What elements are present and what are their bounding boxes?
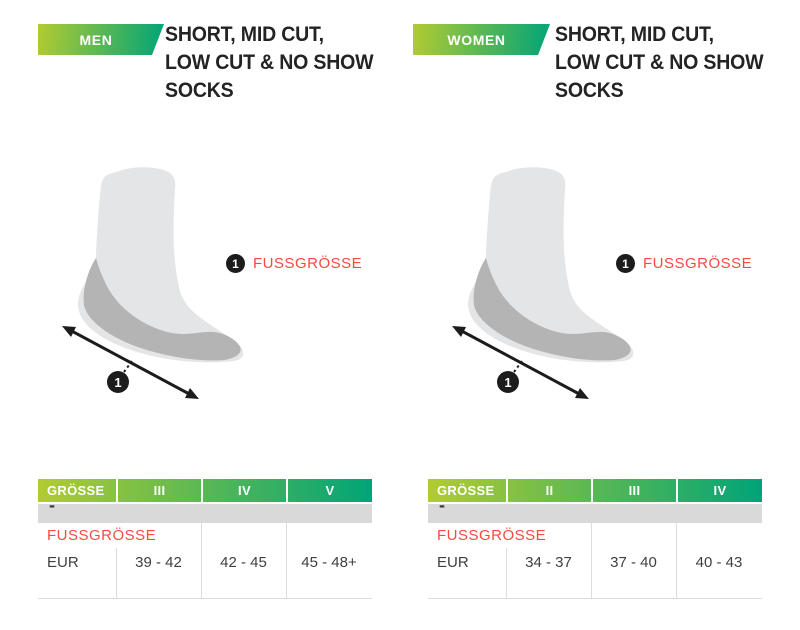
column-divider: [676, 523, 677, 598]
size-value: 42 - 45: [220, 553, 267, 571]
dimension-legend: 1 FUSSGRÖSSE: [616, 254, 752, 273]
sock-measurement-illustration: 1: [452, 167, 634, 399]
measure-arrowhead-left: [452, 326, 466, 337]
title-line: LOW CUT & NO SHOW: [165, 51, 374, 74]
size-table-header: GRÖSSE II III IV: [428, 479, 762, 502]
sock-measurement-illustration: 1: [62, 167, 244, 399]
column-divider: [591, 523, 592, 598]
marker-dotted-connector: [123, 360, 133, 373]
size-table-header: GRÖSSE III IV V: [38, 479, 372, 502]
header-cell-groesse: GRÖSSE: [437, 483, 495, 498]
gender-badge-men: MEN: [38, 24, 164, 55]
title-line: SHORT, MID CUT,: [165, 23, 324, 46]
column-divider: [506, 548, 507, 598]
size-value: 40 - 43: [695, 553, 743, 571]
title-line: LOW CUT & NO SHOW: [555, 51, 764, 74]
column-divider: [286, 523, 287, 598]
header-cell-groesse: GRÖSSE: [47, 483, 105, 498]
header-cell-size: III: [591, 479, 676, 502]
collapsed-row: -: [38, 504, 372, 523]
size-table-women: GRÖSSE II III IV - FUSSGRÖSSE EUR 34 - 3…: [428, 479, 762, 599]
row-label: EUR: [437, 553, 469, 571]
table-row-eur: EUR 39 - 42 42 - 45 45 - 48+: [38, 548, 372, 576]
category-title: SHORT, MID CUT, LOW CUT & NO SHOW SOCKS: [555, 21, 764, 105]
marker-circle: [107, 371, 129, 393]
header-cell-size: II: [506, 479, 591, 502]
title-line: SOCKS: [555, 79, 624, 102]
header-cell-size: IV: [676, 479, 762, 502]
title-line: SOCKS: [165, 79, 234, 102]
size-value: 45 - 48+: [301, 553, 357, 571]
section-row-fussgroesse: FUSSGRÖSSE: [437, 527, 547, 544]
table-row-eur: EUR 34 - 37 37 - 40 40 - 43: [428, 548, 762, 576]
marker-number: 1: [504, 375, 511, 390]
measure-arrowhead-right: [575, 388, 589, 399]
collapsed-row-marker: -: [49, 504, 55, 515]
gender-badge-women: WOMEN: [413, 24, 550, 55]
size-table-body: FUSSGRÖSSE EUR 34 - 37 37 - 40 40 - 43: [428, 523, 762, 599]
marker-dotted-connector: [513, 360, 523, 373]
header-cell-size: III: [116, 479, 201, 502]
number-1-icon: 1: [226, 254, 245, 273]
number-1-icon: 1: [616, 254, 635, 273]
row-label: EUR: [47, 553, 79, 571]
column-divider: [201, 523, 202, 598]
panel-men: MEN SHORT, MID CUT, LOW CUT & NO SHOW SO…: [38, 0, 378, 630]
column-divider: [116, 548, 117, 598]
size-table-men: GRÖSSE III IV V - FUSSGRÖSSE EUR 39 - 42…: [38, 479, 372, 599]
size-value: 34 - 37: [525, 553, 572, 571]
section-row-fussgroesse: FUSSGRÖSSE: [47, 527, 157, 544]
title-line: SHORT, MID CUT,: [555, 23, 714, 46]
dimension-legend-label: FUSSGRÖSSE: [643, 255, 753, 272]
measure-arrowhead-left: [62, 326, 76, 337]
category-title: SHORT, MID CUT, LOW CUT & NO SHOW SOCKS: [165, 21, 374, 105]
sock-sole: [83, 258, 241, 361]
dimension-legend: 1 FUSSGRÖSSE: [226, 254, 362, 273]
size-value: 39 - 42: [135, 553, 182, 571]
panel-women: WOMEN SHORT, MID CUT, LOW CUT & NO SHOW …: [428, 0, 768, 630]
marker-circle: [497, 371, 519, 393]
header-cell-size: V: [286, 479, 372, 502]
size-table-body: FUSSGRÖSSE EUR 39 - 42 42 - 45 45 - 48+: [38, 523, 372, 599]
header-cell-size: IV: [201, 479, 286, 502]
measure-arrowhead-right: [185, 388, 199, 399]
sock-sole: [473, 258, 631, 361]
dimension-legend-label: FUSSGRÖSSE: [253, 255, 363, 272]
collapsed-row: -: [428, 504, 762, 523]
size-value: 37 - 40: [610, 553, 657, 571]
marker-number: 1: [114, 375, 121, 390]
gender-badge-label: WOMEN: [447, 31, 506, 48]
gender-badge-label: MEN: [79, 31, 113, 48]
collapsed-row-marker: -: [439, 504, 445, 515]
